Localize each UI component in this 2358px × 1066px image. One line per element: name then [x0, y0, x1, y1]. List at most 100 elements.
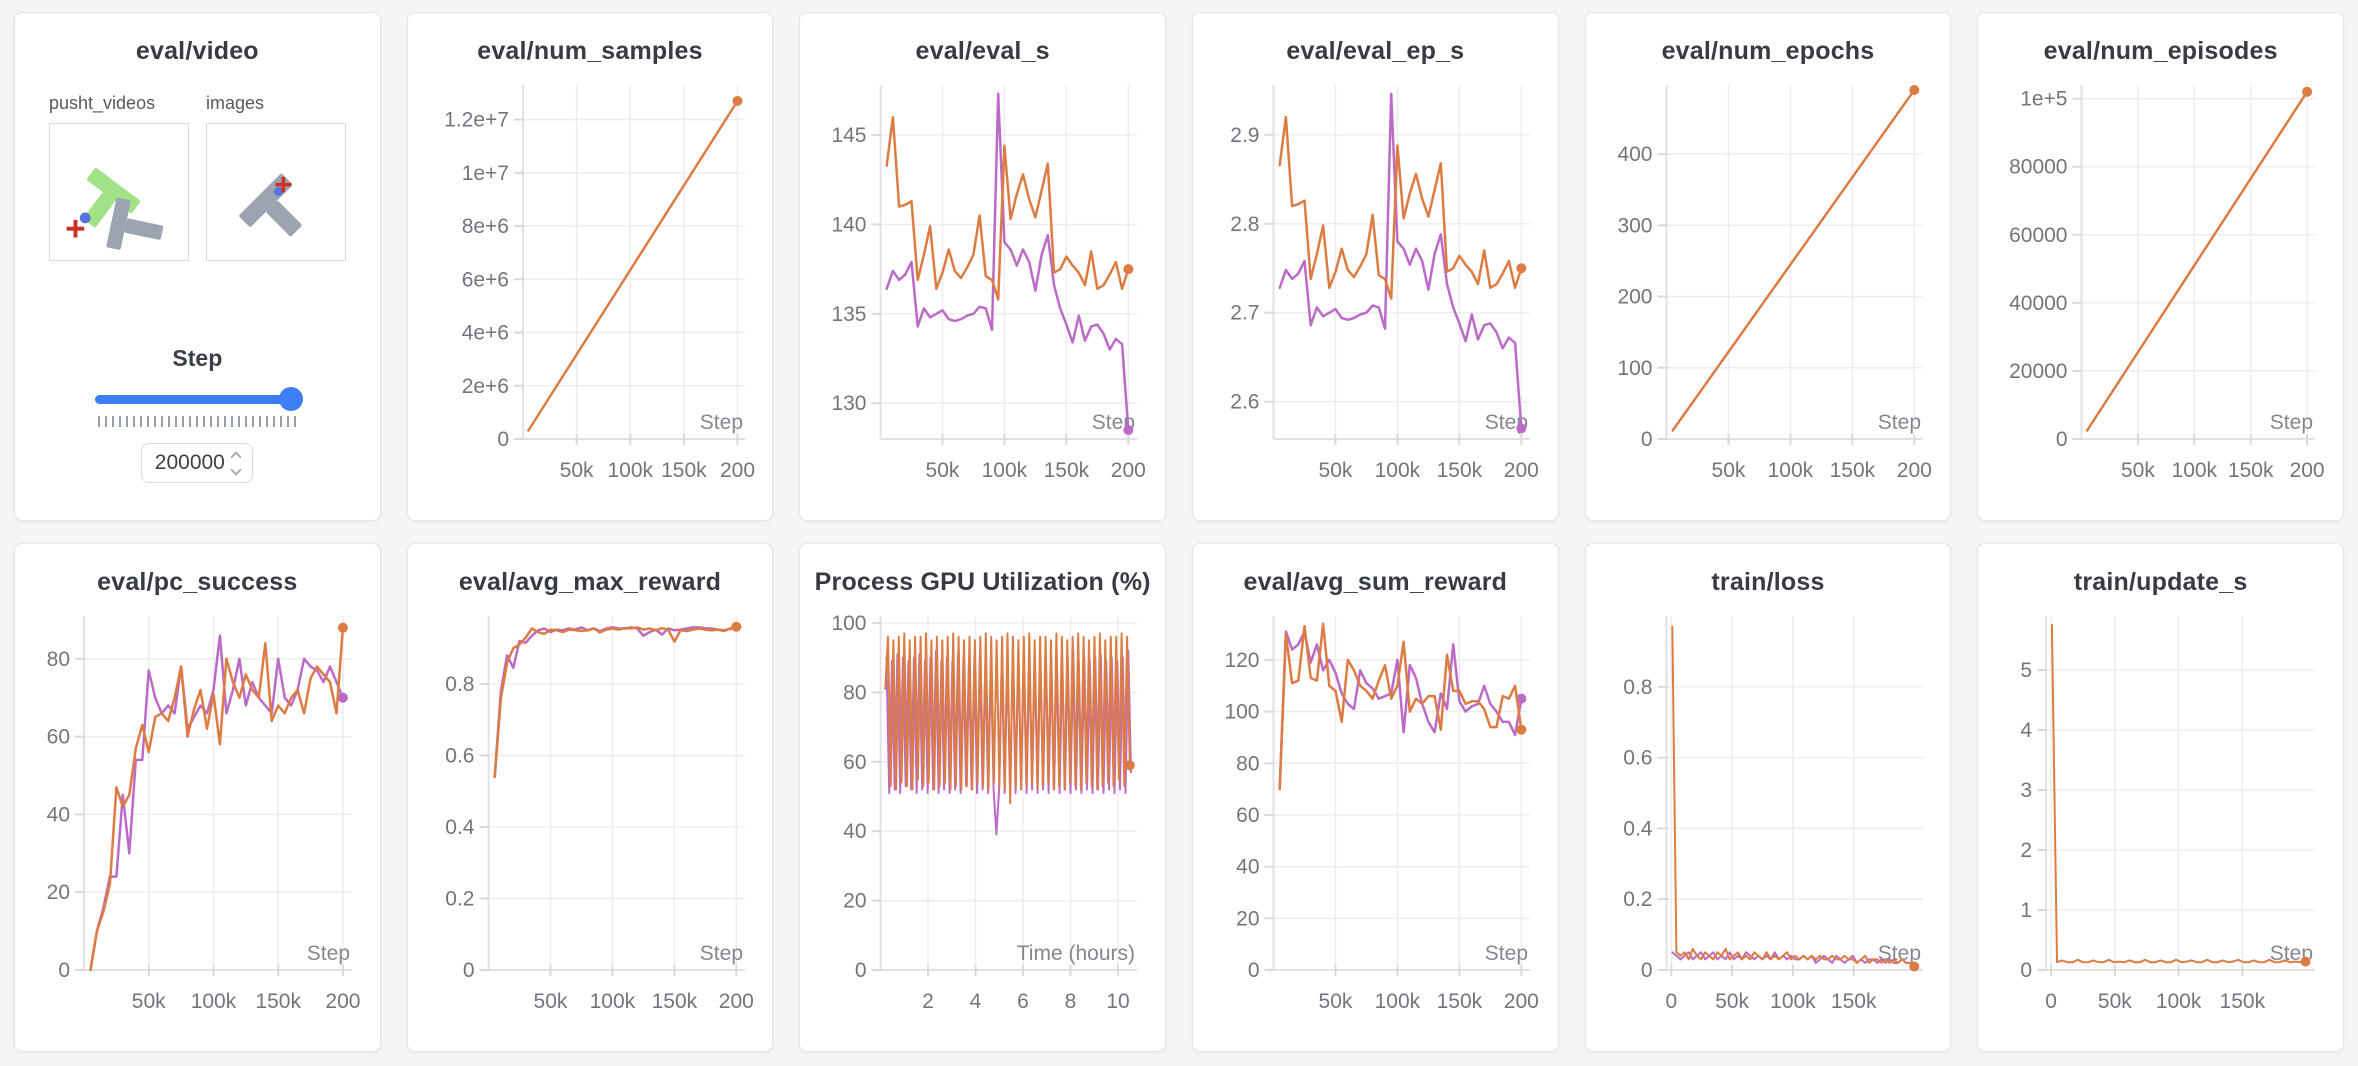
pusht-video-thumbnail[interactable]: [49, 123, 189, 261]
svg-text:Step: Step: [1485, 942, 1528, 965]
pusht-scene-image: [66, 167, 164, 250]
gray-t-shape: [106, 197, 164, 250]
svg-text:20: 20: [47, 881, 70, 904]
media-caption: images: [206, 93, 265, 113]
svg-text:100k: 100k: [1375, 459, 1421, 482]
chart-eval-s[interactable]: 130 135 140 145 50k 100k 150k 200 Step: [812, 71, 1153, 511]
chart-train-update-s[interactable]: 0 1 2 3 4 5 0 50k 100k 150k Step: [1990, 602, 2331, 1042]
svg-text:6e+6: 6e+6: [461, 268, 508, 291]
svg-text:150k: 150k: [2228, 459, 2274, 482]
panel-num-episodes: eval/num_episodes 0 20000 40000 60000 80000 1…: [1977, 12, 2344, 521]
chart-avg-sum-reward[interactable]: 0 20 40 60 80 100 120 50k 100k 150k 200 Step: [1205, 602, 1546, 1042]
svg-text:100k: 100k: [2172, 459, 2218, 482]
gray-t-shape: [239, 173, 302, 237]
svg-text:0: 0: [855, 959, 867, 982]
svg-text:150k: 150k: [2220, 990, 2266, 1013]
panel-title: eval/num_episodes: [2043, 37, 2278, 65]
svg-text:20: 20: [1236, 907, 1259, 930]
images-thumbnail[interactable]: [206, 123, 346, 261]
svg-text:2.9: 2.9: [1230, 124, 1259, 147]
svg-text:0: 0: [58, 959, 70, 982]
svg-text:150k: 150k: [255, 990, 301, 1013]
panel-num-samples: eval/num_samples 0 2e+6 4e+6 6e+6 8e+6 1e+7 1.…: [406, 12, 774, 521]
svg-text:60: 60: [1236, 804, 1259, 827]
chart-eval-ep-s[interactable]: 2.6 2.7 2.8 2.9 50k 100k 150k 200 Step: [1205, 71, 1546, 511]
goal-cross-icon: [275, 176, 292, 193]
chart-train-loss[interactable]: 0 0.2 0.4 0.6 0.8 0 50k 100k 150k Step: [1598, 602, 1939, 1042]
svg-text:0: 0: [462, 959, 474, 982]
svg-text:100: 100: [832, 612, 867, 635]
svg-text:0: 0: [2056, 428, 2068, 451]
svg-text:300: 300: [1617, 214, 1652, 237]
svg-text:100: 100: [1224, 701, 1259, 724]
media-caption: pusht_videos: [49, 93, 156, 113]
svg-text:50k: 50k: [2121, 459, 2155, 482]
svg-text:0: 0: [1248, 959, 1260, 982]
pusht-scene-image: [239, 173, 302, 237]
panel-title: eval/eval_ep_s: [1286, 37, 1465, 65]
svg-text:2: 2: [2021, 839, 2033, 862]
svg-text:200: 200: [1111, 459, 1146, 482]
svg-text:200: 200: [2290, 459, 2325, 482]
svg-text:80000: 80000: [2009, 156, 2067, 179]
svg-text:3: 3: [2021, 779, 2033, 802]
svg-text:50k: 50k: [132, 990, 166, 1013]
svg-text:50k: 50k: [2098, 990, 2132, 1013]
svg-text:80: 80: [1236, 752, 1259, 775]
svg-text:200: 200: [325, 990, 360, 1013]
chart-gpu-utilization[interactable]: 0 20 40 60 80 100 2 4 6 8 10 Time (hours): [812, 602, 1153, 1042]
svg-text:40: 40: [47, 803, 70, 826]
svg-text:0: 0: [1665, 990, 1677, 1013]
step-slider-label: Step: [172, 345, 223, 371]
media-item-pusht-videos: pusht_videos: [49, 93, 189, 261]
panel-title: train/update_s: [2073, 568, 2248, 596]
media-item-images: images: [206, 93, 346, 261]
svg-text:100k: 100k: [589, 990, 635, 1013]
chart-avg-max-reward[interactable]: 0 0.2 0.4 0.6 0.8 50k 100k 150k 200 Step: [420, 602, 761, 1042]
svg-text:100k: 100k: [191, 990, 237, 1013]
svg-text:8: 8: [1065, 990, 1077, 1013]
svg-text:100k: 100k: [2156, 990, 2202, 1013]
chart-num-samples[interactable]: 0 2e+6 4e+6 6e+6 8e+6 1e+7 1.2e+7 50k 100k 150k 20…: [420, 71, 761, 511]
svg-text:145: 145: [832, 124, 867, 147]
step-slider[interactable]: [95, 387, 304, 411]
svg-text:200: 200: [720, 459, 755, 482]
svg-text:140: 140: [832, 213, 867, 236]
svg-text:0: 0: [497, 428, 509, 451]
svg-text:Step: Step: [699, 411, 742, 434]
step-input[interactable]: 200000: [141, 443, 254, 483]
svg-text:Step: Step: [699, 942, 742, 965]
step-input-value[interactable]: 200000: [154, 451, 225, 474]
chart-num-epochs[interactable]: 0 100 200 300 400 50k 100k 150k 200 Step: [1598, 71, 1939, 511]
step-slider-track[interactable]: [95, 395, 300, 404]
step-increment-icon[interactable]: [230, 450, 242, 463]
chart-pc-success[interactable]: 0 20 40 60 80 50k 100k 150k 200 Step: [27, 602, 368, 1042]
goal-cross-icon: [66, 219, 85, 238]
panel-title: eval/video: [135, 37, 259, 65]
svg-text:150k: 150k: [1437, 459, 1483, 482]
agent-dot: [79, 212, 91, 224]
panel-title: eval/avg_sum_reward: [1243, 568, 1508, 596]
svg-text:80: 80: [47, 648, 70, 671]
svg-text:100k: 100k: [607, 459, 653, 482]
svg-text:Time (hours): Time (hours): [1017, 942, 1135, 965]
svg-text:1.2e+7: 1.2e+7: [444, 109, 509, 132]
chart-num-episodes[interactable]: 0 20000 40000 60000 80000 1e+5 50k 100k 150k 200 S…: [1990, 71, 2331, 511]
svg-text:40000: 40000: [2009, 292, 2067, 315]
svg-text:0: 0: [2046, 990, 2058, 1013]
panel-eval-ep-s: eval/eval_ep_s 2.6 2.7 2.8 2.9 50k 100k 150k 20…: [1191, 12, 1559, 521]
svg-text:0.2: 0.2: [1623, 888, 1652, 911]
panel-title: train/loss: [1711, 568, 1825, 596]
svg-text:0.4: 0.4: [445, 816, 475, 839]
svg-text:0.8: 0.8: [445, 673, 474, 696]
svg-text:150k: 150k: [1829, 459, 1875, 482]
svg-text:Step: Step: [1877, 411, 1920, 434]
svg-text:200: 200: [1504, 990, 1539, 1013]
panel-eval-video: eval/video pusht_videos: [14, 12, 381, 521]
step-slider-handle[interactable]: [279, 387, 304, 411]
step-decrement-icon[interactable]: [230, 463, 242, 476]
svg-text:100k: 100k: [1375, 990, 1421, 1013]
svg-text:150k: 150k: [1437, 990, 1483, 1013]
svg-text:400: 400: [1617, 143, 1652, 166]
